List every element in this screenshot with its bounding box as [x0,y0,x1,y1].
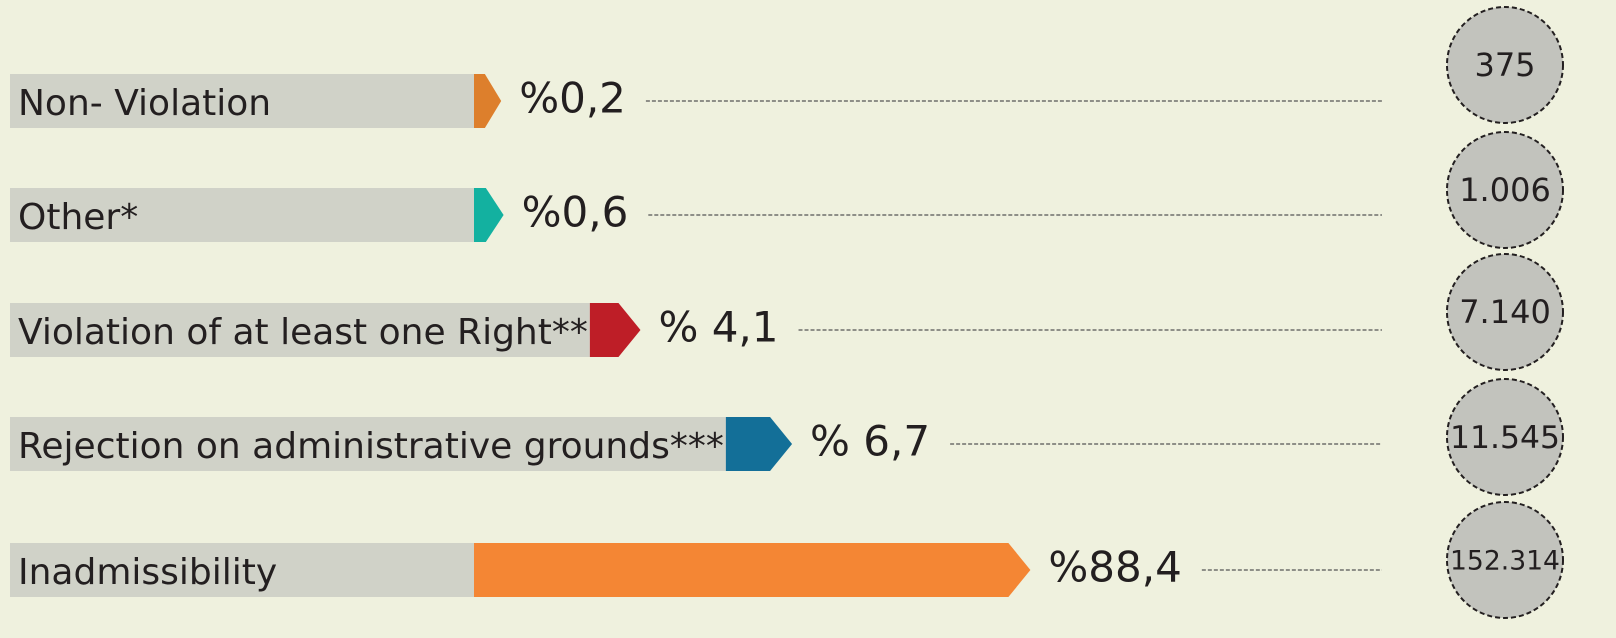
bar [474,543,1031,597]
count-circle [1446,6,1564,124]
label-box [10,543,474,597]
count-circle [1446,501,1564,619]
count-label: 375 [1474,46,1535,84]
value-label: %0,6 [522,188,629,237]
count-circle [1446,131,1564,249]
category-label: Rejection on administrative grounds*** [18,426,724,467]
count-label: 11.545 [1450,420,1560,456]
label-box [10,417,726,471]
count-circle [1446,378,1564,496]
label-box [10,74,474,128]
value-label: % 4,1 [658,303,778,352]
value-label: % 6,7 [810,417,930,466]
category-label: Inadmissibility [18,552,277,593]
count-label: 1.006 [1459,171,1551,209]
value-label: %88,4 [1048,543,1181,592]
bar [589,303,641,357]
count-label: 152.314 [1450,546,1560,577]
bar [474,74,502,128]
label-box [10,188,474,242]
label-box [10,303,590,357]
count-label: 7.140 [1459,293,1551,331]
category-label: Other* [18,197,138,238]
count-circle [1446,253,1564,371]
category-label: Non- Violation [18,83,271,124]
bar [474,188,504,242]
category-label: Violation of at least one Right** [18,312,588,353]
bar [725,417,793,471]
value-label: %0,2 [519,74,626,123]
